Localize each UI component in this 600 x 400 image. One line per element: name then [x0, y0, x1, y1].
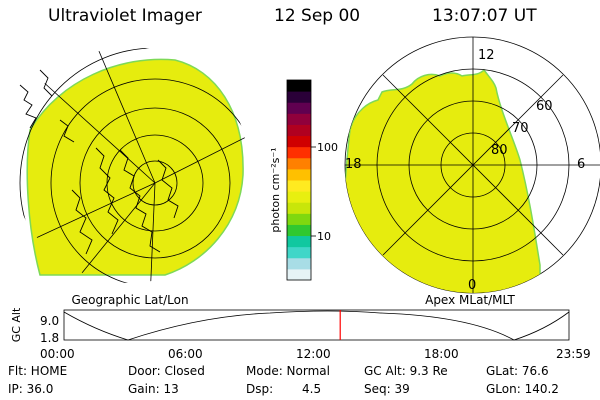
geographic-caption: Geographic Lat/Lon [71, 293, 188, 307]
dsp-value: 4.5 [302, 382, 322, 396]
colorbar-swatch [287, 191, 311, 203]
x-tick-0600: 06:00 [168, 347, 203, 361]
colorbar-swatch [287, 246, 311, 259]
mlat-label-70: 70 [512, 121, 529, 136]
colorbar-tick-10: 10 [317, 230, 331, 243]
colorbar-swatch [287, 213, 311, 225]
door-status: Door: Closed [128, 364, 205, 378]
instrument-title: Ultraviolet Imager [48, 6, 202, 26]
colorbar-swatch [287, 135, 311, 148]
colorbar-swatch [287, 235, 311, 248]
gain-status: Gain: 13 [128, 382, 179, 396]
flight-status: Flt: HOME [8, 364, 68, 378]
colorbar-swatch [287, 113, 311, 125]
mlat-caption: Apex MLat/MLT [425, 293, 515, 307]
colorbar-swatch [287, 124, 311, 137]
geographic-longitude: GLon: 140.2 [486, 382, 559, 396]
x-tick-2359: 23:59 [556, 347, 591, 361]
colorbar-swatch [287, 257, 311, 270]
colorbar-swatch [287, 180, 311, 192]
x-tick-1200: 12:00 [296, 347, 331, 361]
altitude-y-tick-high: 9.0 [40, 314, 59, 328]
mlat-label-80: 80 [491, 143, 508, 158]
colorbar-swatch [287, 168, 311, 181]
mlt-label-18: 18 [345, 157, 362, 172]
colorbar-swatch [287, 91, 311, 103]
coastline [19, 69, 179, 255]
altitude-axis-title: GC Alt [10, 307, 23, 342]
colorbar-swatch [287, 157, 311, 170]
colorbar-swatch [287, 102, 311, 114]
colorbar-swatch [287, 202, 311, 214]
observation-time: 13:07:07 UT [432, 6, 537, 26]
colorbar-unit-label: photon cm⁻²s⁻¹ [269, 147, 282, 232]
x-tick-1800: 18:00 [424, 347, 459, 361]
mlat-grid [345, 37, 600, 293]
geographic-emission-region [26, 58, 244, 276]
geographic-latitude: GLat: 76.6 [486, 364, 549, 378]
colorbar-swatch [287, 80, 311, 92]
polar-plot: 12 18 6 0 60 70 80 [344, 36, 600, 294]
mlt-label-12: 12 [478, 48, 495, 63]
altitude-curve [63, 310, 570, 341]
altitude-plot: 9.0 1.8 GC Alt 00:00 06:00 12:00 18:00 2… [10, 307, 591, 361]
mlt-label-6: 6 [577, 157, 585, 172]
colorbar-swatches [287, 80, 311, 281]
gc-altitude-status: GC Alt: 9.3 Re [364, 364, 448, 378]
ip-status: IP: 36.0 [8, 382, 54, 396]
colorbar-tick-100: 100 [317, 141, 338, 154]
mlt-label-0: 0 [468, 278, 476, 293]
colorbar-swatch [287, 268, 311, 281]
colorbar: 100 10 photon cm⁻²s⁻¹ [269, 79, 338, 281]
colorbar-swatch [287, 224, 311, 237]
dsp-label: Dsp: [246, 382, 274, 396]
observation-date: 12 Sep 00 [274, 6, 361, 26]
x-tick-0000: 00:00 [40, 347, 75, 361]
mlat-label-60: 60 [536, 99, 553, 114]
sequence-status: Seq: 39 [364, 382, 410, 396]
mode-status: Mode: Normal [246, 364, 330, 378]
altitude-y-tick-low: 1.8 [40, 331, 59, 345]
geographic-image [12, 47, 248, 283]
colorbar-swatch [287, 146, 311, 159]
